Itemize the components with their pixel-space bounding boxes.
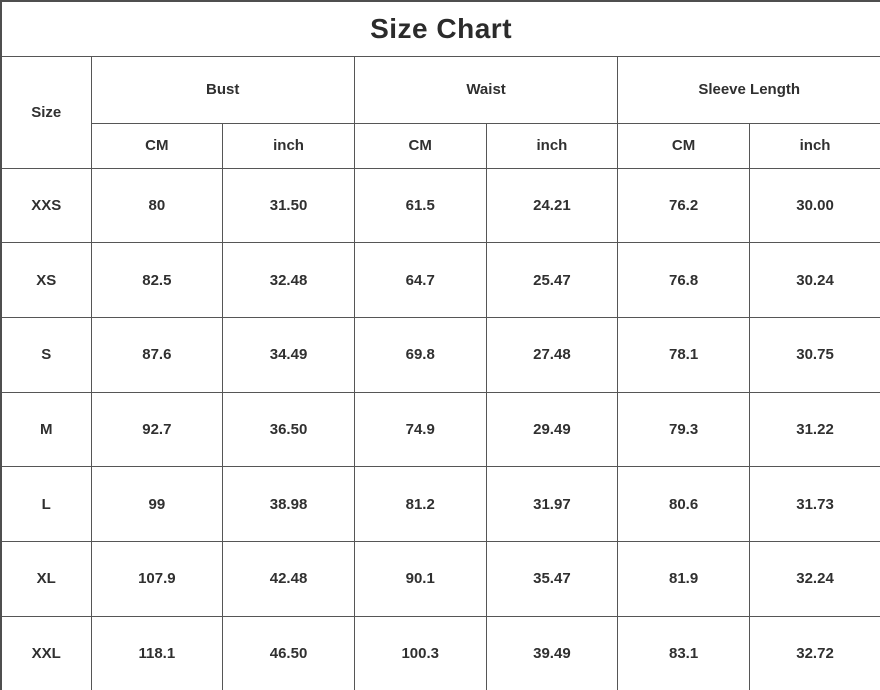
measurement-value: 82.5 [90,242,224,318]
measurement-value: 99 [90,466,224,542]
measurement-value: 118.1 [90,615,224,690]
measurement-value: 39.49 [485,615,619,690]
measurement-value: 74.9 [353,391,487,468]
measurement-value: 76.8 [617,242,750,318]
measurement-value: 64.7 [353,242,487,318]
table-row: XL 107.9 42.48 90.1 35.47 81.9 32.24 [0,540,880,617]
measurement-value: 36.50 [222,391,355,468]
measurement-value: 32.48 [222,242,355,318]
size-label: S [0,316,92,393]
measurement-value: 87.6 [90,316,224,393]
measurement-value: 81.2 [353,466,487,542]
size-label: XL [0,540,92,617]
page-title: Size Chart [0,0,880,57]
measurement-value: 81.9 [617,540,750,617]
measurement-value: 61.5 [353,167,487,244]
size-label: M [0,391,92,468]
measurement-value: 27.48 [485,316,619,393]
measurement-value: 76.2 [617,167,750,244]
measurement-value: 90.1 [353,540,487,617]
measurement-value: 31.22 [748,391,880,468]
measurement-value: 92.7 [90,391,224,468]
measurement-value: 80 [90,167,224,244]
measurement-value: 83.1 [617,615,750,690]
measurement-value: 31.73 [748,466,880,542]
measurement-value: 79.3 [617,391,750,468]
measurement-value: 30.75 [748,316,880,393]
measurement-value: 31.50 [222,167,355,244]
measurement-value: 78.1 [617,316,750,393]
measurement-value: 30.24 [748,242,880,318]
measurement-value: 32.24 [748,540,880,617]
table-row: XXS 80 31.50 61.5 24.21 76.2 30.00 [0,167,880,244]
unit-header-bust-inch: inch [222,122,355,169]
table-row: XXL 118.1 46.50 100.3 39.49 83.1 32.72 [0,615,880,690]
column-group-header-row: Size Bust Waist Sleeve Length [0,55,880,169]
measurement-value: 24.21 [485,167,619,244]
measurement-value: 46.50 [222,615,355,690]
unit-header-sleeve-inch: inch [748,122,880,169]
measurement-value: 35.47 [485,540,619,617]
unit-header-bust-cm: CM [90,122,224,169]
measurement-value: 80.6 [617,466,750,542]
measurement-value: 69.8 [353,316,487,393]
measurement-value: 25.47 [485,242,619,318]
measurement-value: 107.9 [90,540,224,617]
col-header-size: Size [0,55,92,169]
col-header-sleeve-length: Sleeve Length [617,55,880,124]
measurement-value: 32.72 [748,615,880,690]
table-row: S 87.6 34.49 69.8 27.48 78.1 30.75 [0,316,880,393]
title-row: Size Chart [0,0,880,57]
size-label: XXS [0,167,92,244]
unit-header-waist-inch: inch [485,122,619,169]
col-header-waist: Waist [353,55,619,124]
measurement-value: 31.97 [485,466,619,542]
table-row: XS 82.5 32.48 64.7 25.47 76.8 30.24 [0,242,880,318]
unit-header-sleeve-cm: CM [617,122,750,169]
measurement-value: 34.49 [222,316,355,393]
measurement-value: 30.00 [748,167,880,244]
unit-header-row: CM inch CM inch CM inch [1,122,880,169]
size-label: XS [0,242,92,318]
table-row: M 92.7 36.50 74.9 29.49 79.3 31.22 [0,391,880,468]
size-label: L [0,466,92,542]
measurement-value: 38.98 [222,466,355,542]
measurement-value: 29.49 [485,391,619,468]
size-label: XXL [0,615,92,690]
col-header-bust: Bust [90,55,355,124]
measurement-value: 42.48 [222,540,355,617]
unit-header-waist-cm: CM [353,122,487,169]
measurement-value: 100.3 [353,615,487,690]
table-row: L 99 38.98 81.2 31.97 80.6 31.73 [0,466,880,542]
